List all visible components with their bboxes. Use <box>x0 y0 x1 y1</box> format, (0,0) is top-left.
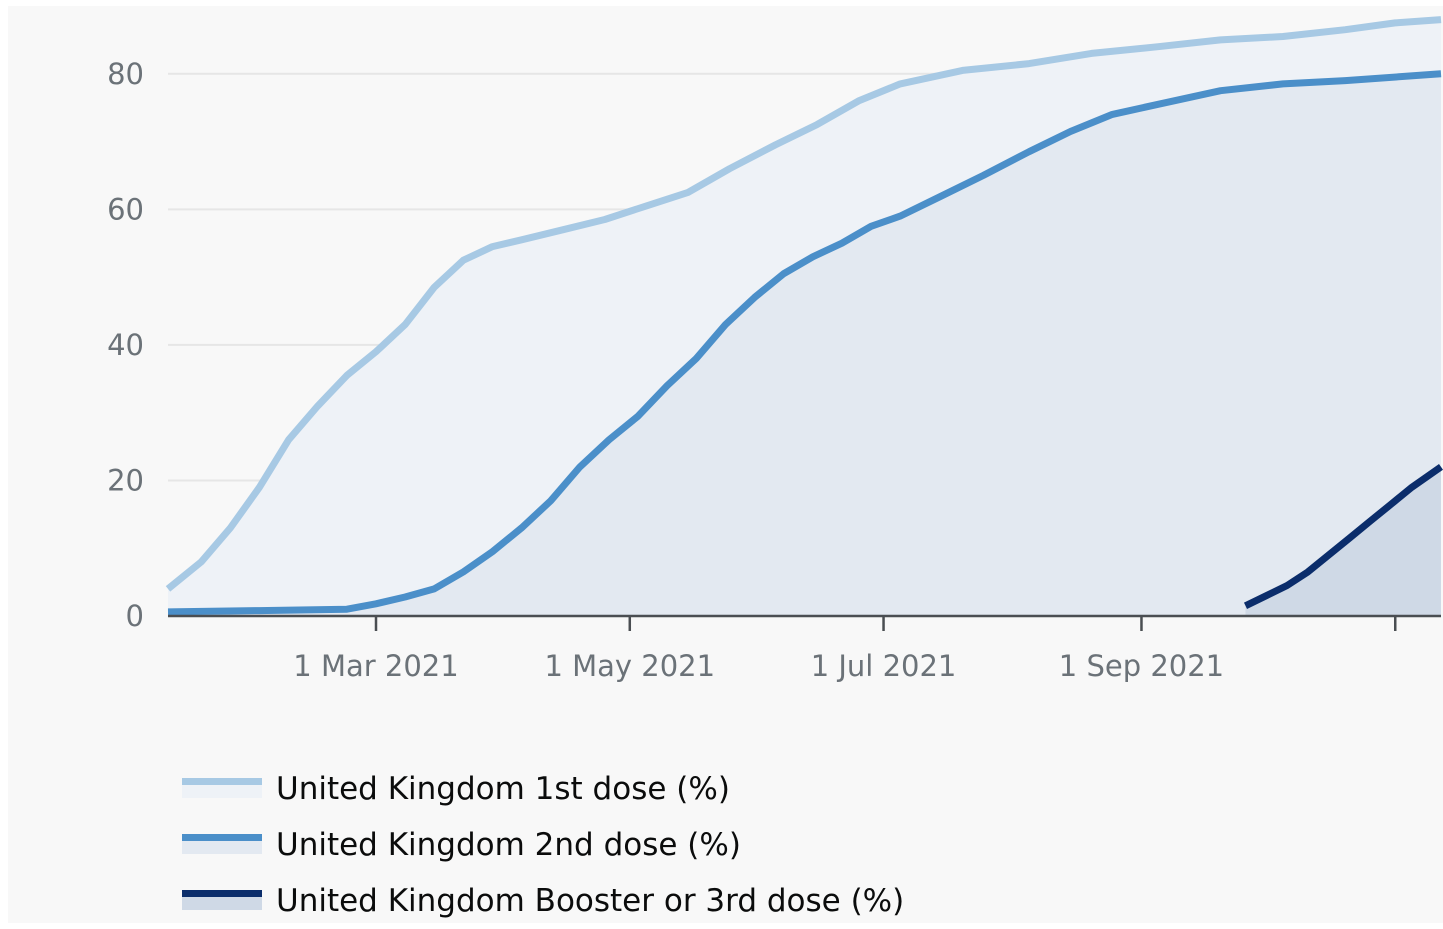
legend-swatch-fill <box>182 894 262 910</box>
legend-swatch-fill <box>182 838 262 854</box>
series-line-1 <box>165 16 1442 592</box>
legend: United Kingdom 1st dose (%) United Kingdo… <box>182 761 904 929</box>
legend-swatch-3 <box>182 890 262 912</box>
x-tick-label-4: 1 Sep 2021 <box>1059 649 1224 683</box>
y-tick-label-40: 40 <box>107 328 144 362</box>
legend-swatch-fill <box>182 782 262 798</box>
chart: 0 20 40 60 80 1 Mar 2021 1 May 2021 1 Jul 2021 1… <box>107 16 1443 683</box>
legend-swatch-1 <box>182 778 262 800</box>
legend-item-2: United Kingdom 2nd dose (%) <box>182 817 904 873</box>
legend-swatch-line <box>182 890 262 897</box>
legend-item-1: United Kingdom 1st dose (%) <box>182 761 904 817</box>
y-tick-label-80: 80 <box>107 57 144 91</box>
legend-swatch-line <box>182 778 262 785</box>
legend-swatch-2 <box>182 834 262 856</box>
series-line-3 <box>1243 464 1443 609</box>
series-area-2 <box>168 73 1441 617</box>
y-tick-label-20: 20 <box>107 463 144 497</box>
legend-label-3: United Kingdom Booster or 3rd dose (%) <box>276 883 905 919</box>
chart-panel: 0 20 40 60 80 1 Mar 2021 1 May 2021 1 Jul 2021 1… <box>8 6 1443 923</box>
legend-label-1: United Kingdom 1st dose (%) <box>276 771 730 807</box>
legend-item-3: United Kingdom Booster or 3rd dose (%) <box>182 873 904 929</box>
legend-label-2: United Kingdom 2nd dose (%) <box>276 827 741 863</box>
legend-swatch-line <box>182 834 262 841</box>
y-tick-label-0: 0 <box>126 599 144 633</box>
series-line-2 <box>167 70 1442 616</box>
y-tick-label-60: 60 <box>107 192 144 226</box>
x-tick-label-3: 1 Jul 2021 <box>811 649 957 683</box>
x-tick-label-2: 1 May 2021 <box>544 649 715 683</box>
x-tick-label-1: 1 Mar 2021 <box>293 649 458 683</box>
